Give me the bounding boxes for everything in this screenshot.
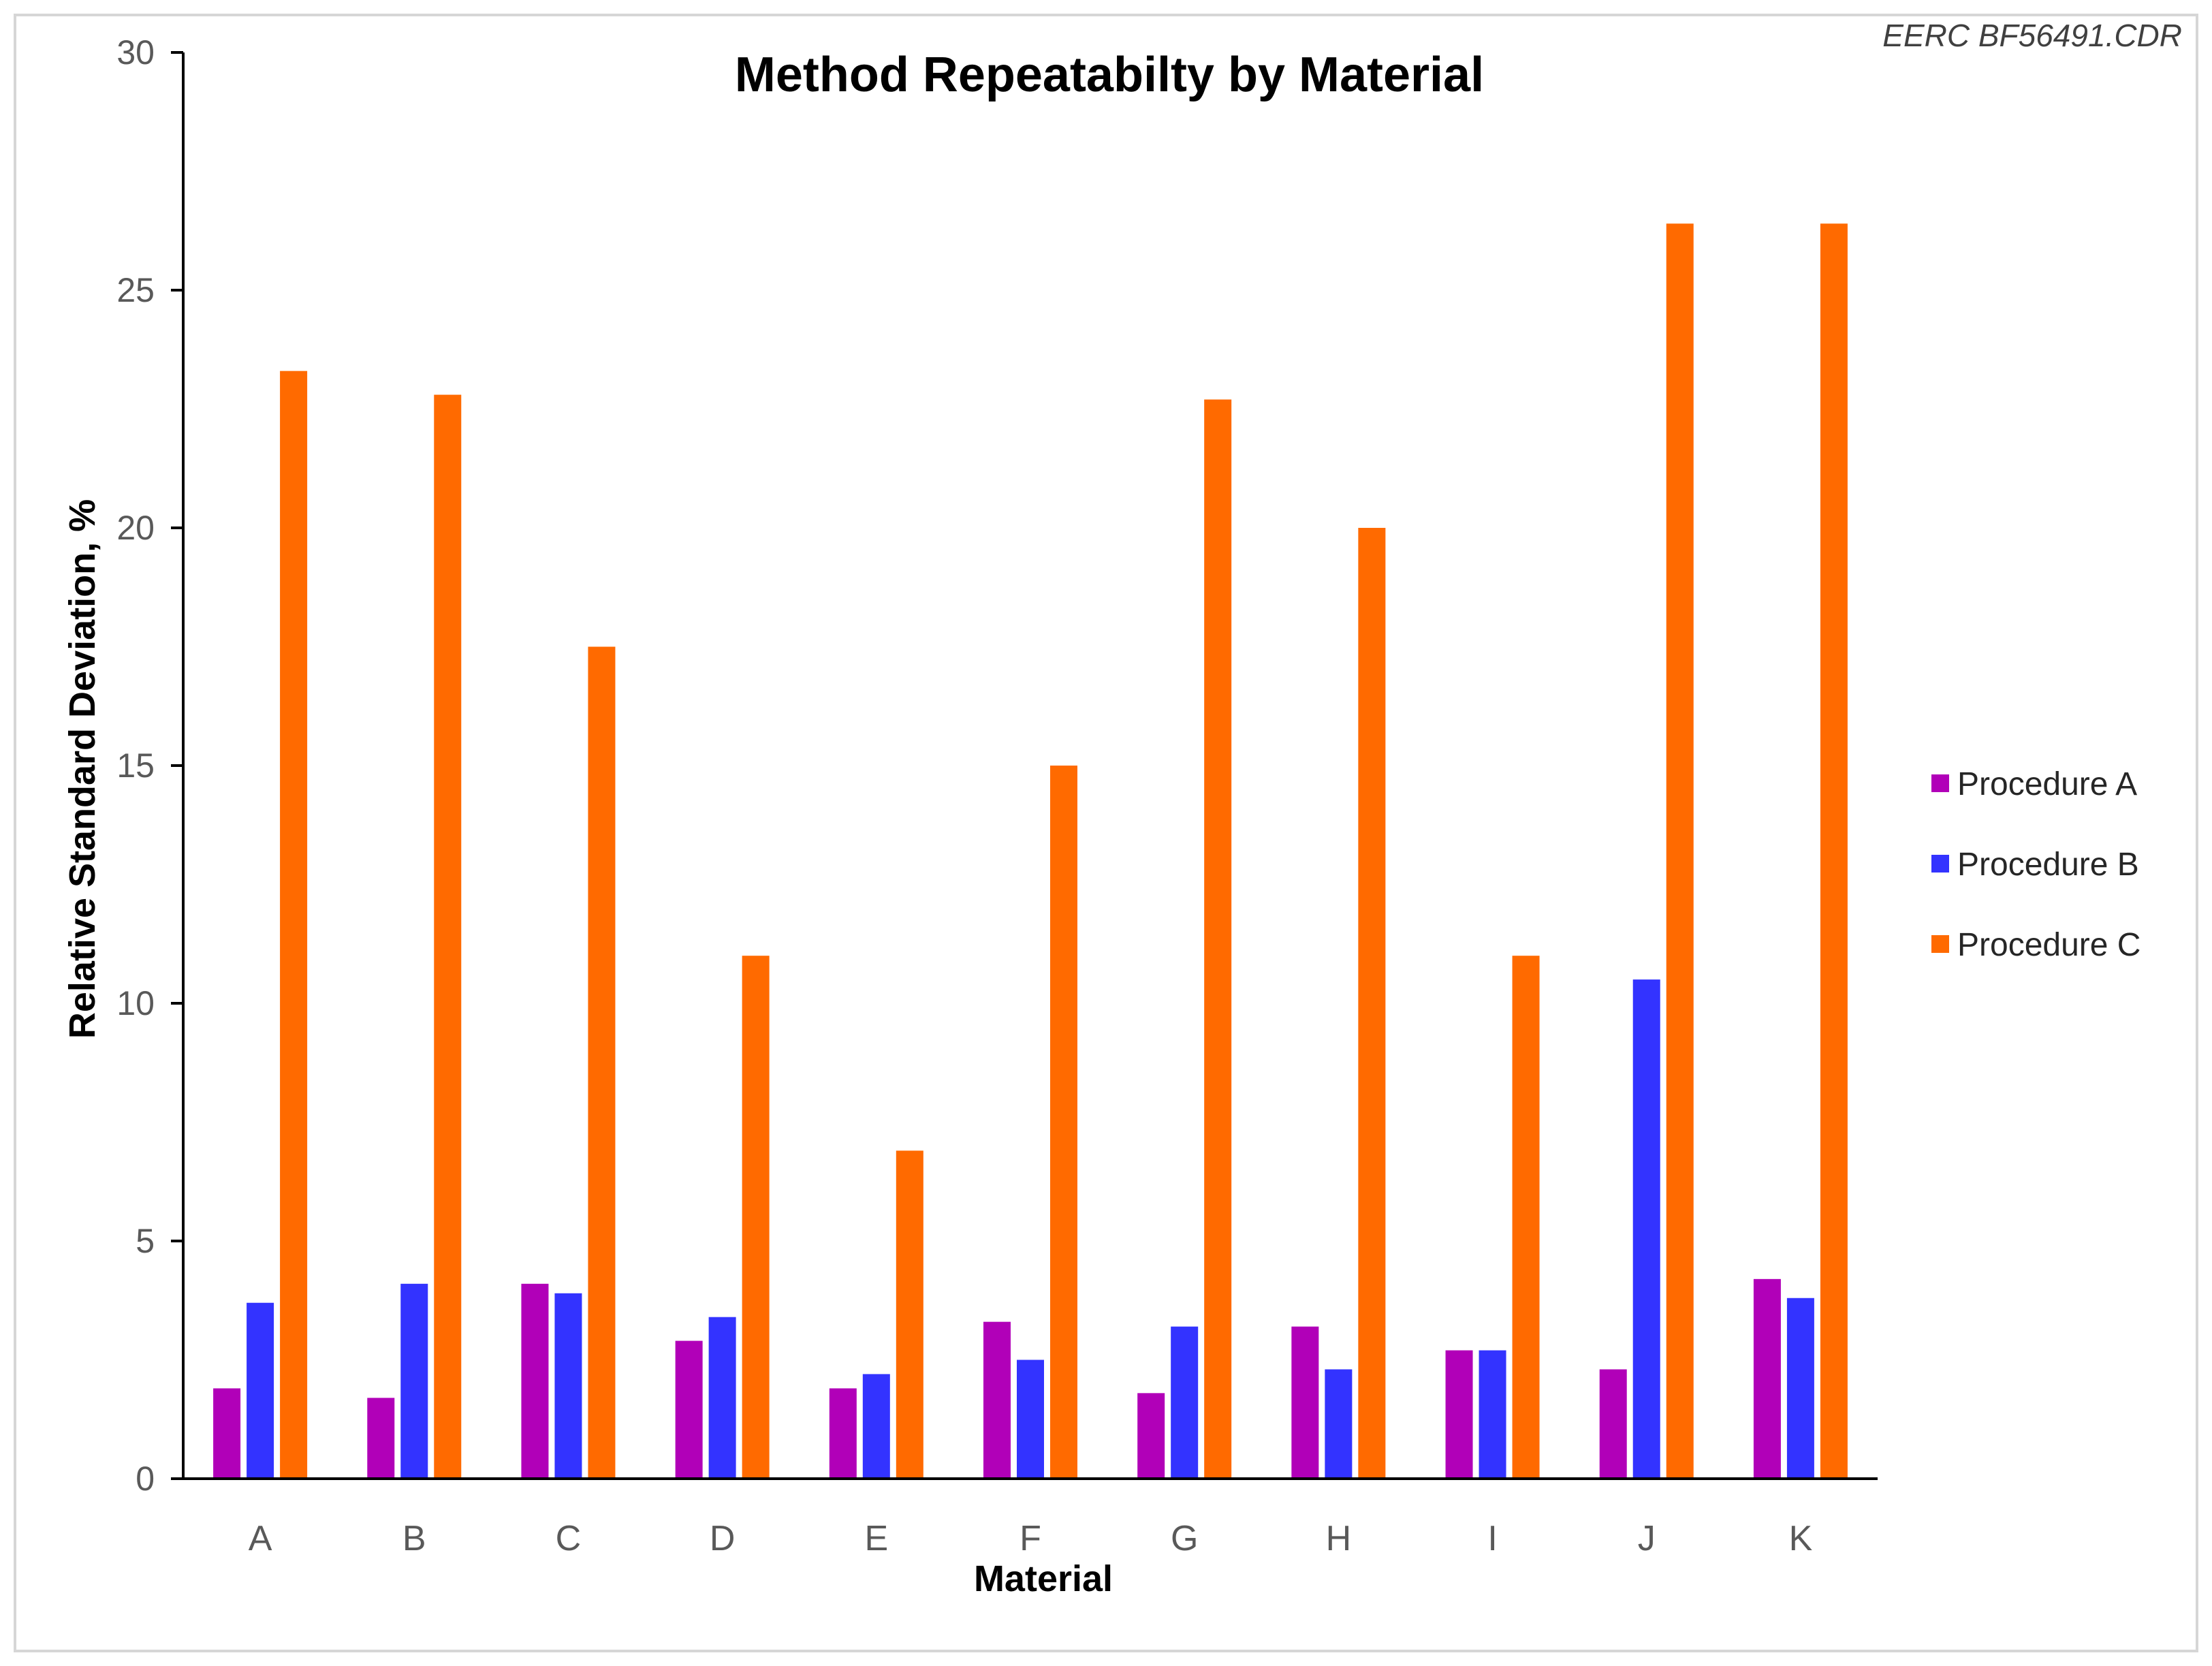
bar-C-procedure-b <box>554 1293 582 1479</box>
y-tick-label: 0 <box>136 1460 155 1498</box>
bars <box>213 223 1848 1479</box>
bar-I-procedure-a <box>1445 1350 1473 1479</box>
legend-swatch <box>1931 855 1949 873</box>
y-tick-label: 25 <box>116 271 155 309</box>
bar-K-procedure-b <box>1786 1298 1814 1479</box>
bar-H-procedure-a <box>1291 1326 1319 1479</box>
bar-G-procedure-a <box>1137 1393 1165 1479</box>
x-tick-label: A <box>249 1519 272 1558</box>
bar-J-procedure-a <box>1599 1369 1627 1479</box>
y-tick-label: 15 <box>116 746 155 785</box>
y-tick-label: 30 <box>116 33 155 72</box>
y-tick-label: 5 <box>136 1222 155 1260</box>
x-tick-label: I <box>1487 1519 1497 1558</box>
bar-C-procedure-c <box>588 646 616 1479</box>
x-axis: A B C D E F G H I J K <box>182 1477 1878 1558</box>
legend-label: Procedure A <box>1957 766 2137 802</box>
bar-I-procedure-c <box>1512 956 1540 1479</box>
x-tick-label: B <box>402 1519 426 1558</box>
bar-A-procedure-a <box>213 1388 241 1479</box>
bar-E-procedure-b <box>862 1374 890 1479</box>
chart-frame: EERC BF56491.CDR Method Repeatabilty by … <box>14 14 2198 1652</box>
bar-F-procedure-a <box>983 1321 1011 1479</box>
bar-B-procedure-c <box>434 394 462 1479</box>
bar-D-procedure-b <box>708 1317 736 1479</box>
watermark: EERC BF56491.CDR <box>1882 18 2182 53</box>
y-axis-title: Relative Standard Deviation, % <box>62 499 103 1039</box>
x-tick-label: G <box>1171 1519 1198 1558</box>
x-tick-label: J <box>1638 1519 1656 1558</box>
bar-J-procedure-c <box>1666 223 1694 1479</box>
bar-K-procedure-a <box>1753 1278 1781 1479</box>
chart-title: Method Repeatabilty by Material <box>735 48 1484 102</box>
bar-C-procedure-a <box>521 1283 549 1479</box>
legend-swatch <box>1931 774 1949 792</box>
y-tick-label: 20 <box>116 509 155 547</box>
bar-E-procedure-c <box>896 1150 923 1479</box>
bar-A-procedure-c <box>280 371 308 1479</box>
x-tick-label: K <box>1789 1519 1813 1558</box>
legend-label: Procedure C <box>1957 927 2140 963</box>
bar-B-procedure-b <box>400 1283 428 1479</box>
bar-F-procedure-c <box>1050 766 1077 1479</box>
x-tick-label: C <box>556 1519 582 1558</box>
x-axis-title: Material <box>974 1558 1113 1599</box>
chart-svg: EERC BF56491.CDR Method Repeatabilty by … <box>62 18 2182 1599</box>
x-tick-label: F <box>1020 1519 1041 1558</box>
legend: Procedure A Procedure B Procedure C <box>1931 766 2140 963</box>
bar-F-procedure-b <box>1017 1359 1044 1479</box>
x-tick-label: E <box>864 1519 888 1558</box>
x-tick-label: D <box>710 1519 736 1558</box>
bar-G-procedure-c <box>1204 399 1232 1479</box>
bar-D-procedure-a <box>675 1340 703 1479</box>
bar-K-procedure-c <box>1820 223 1848 1479</box>
bar-H-procedure-c <box>1358 528 1386 1479</box>
bar-G-procedure-b <box>1171 1326 1199 1479</box>
bar-B-procedure-a <box>367 1398 395 1479</box>
bar-J-procedure-b <box>1632 979 1660 1479</box>
bar-D-procedure-c <box>742 956 770 1479</box>
y-tick-label: 10 <box>116 984 155 1022</box>
bar-A-procedure-b <box>247 1302 274 1479</box>
y-axis: 0 5 10 15 20 25 30 <box>116 33 185 1498</box>
bar-H-procedure-b <box>1325 1369 1353 1479</box>
bar-I-procedure-b <box>1479 1350 1506 1479</box>
legend-swatch <box>1931 935 1949 953</box>
bar-E-procedure-a <box>829 1388 857 1479</box>
legend-label: Procedure B <box>1957 847 2139 883</box>
x-tick-label: H <box>1326 1519 1352 1558</box>
